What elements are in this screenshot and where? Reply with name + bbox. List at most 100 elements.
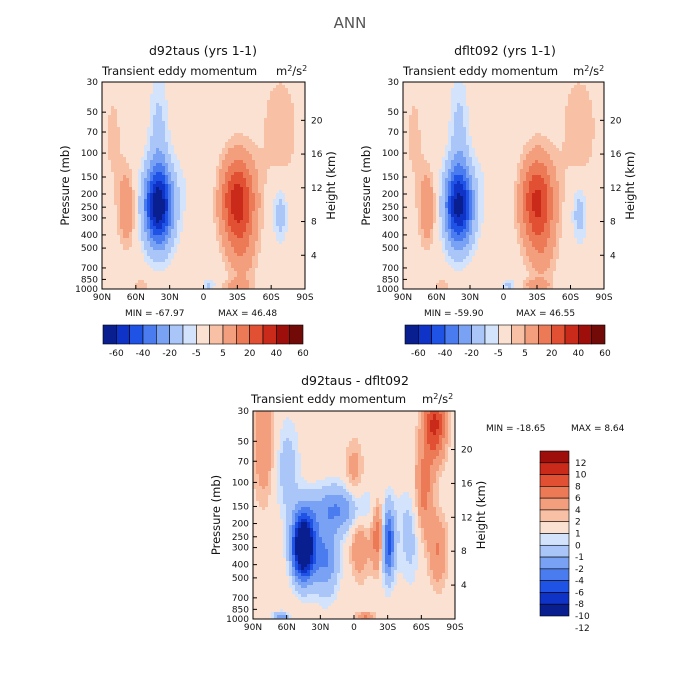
y-tick-label: 700 (382, 264, 399, 274)
y-tick-label: 30 (388, 78, 400, 88)
colorbar-label: 1 (575, 530, 581, 540)
colorbar-swatch (539, 603, 570, 617)
panel-subtitle: Transient eddy momentum (402, 64, 558, 78)
y-tick-label: 250 (232, 533, 249, 543)
y-tick-label: 30 (238, 407, 250, 417)
colorbar-label: -40 (438, 349, 453, 359)
y-tick-label: 50 (388, 108, 400, 118)
colorbar-swatch (458, 324, 472, 345)
colorbar-swatch (539, 533, 570, 546)
colorbar-swatch (539, 474, 570, 487)
figure-title: ANN (334, 14, 367, 32)
y2-tick-label: 20 (461, 446, 473, 456)
y-tick-label: 500 (81, 244, 98, 254)
y-tick-label: 850 (81, 275, 98, 285)
y-tick-label: 1000 (376, 285, 399, 295)
y-tick-label: 50 (87, 108, 99, 118)
x-tick-label: 30N (461, 293, 479, 303)
colorbar-swatch (498, 324, 512, 345)
y-tick-label: 1000 (75, 285, 98, 295)
y-tick-label: 700 (81, 264, 98, 274)
max-label: MAX = 46.48 (218, 309, 277, 319)
y-tick-label: 150 (232, 502, 249, 512)
y2-tick-label: 4 (461, 581, 467, 591)
y2-tick-label: 16 (461, 479, 473, 489)
colorbar-label: -2 (575, 565, 584, 575)
y-tick-label: 1000 (226, 615, 249, 625)
colorbar-label: 20 (244, 349, 256, 359)
y-tick-label: 400 (232, 561, 249, 571)
colorbar-label: 12 (575, 459, 586, 469)
colorbar-swatch (539, 509, 570, 523)
y2-axis-label: Height (km) (474, 481, 488, 550)
colorbar-label: 8 (575, 482, 581, 492)
x-tick-label: 60S (263, 293, 280, 303)
colorbar-swatch (538, 324, 552, 345)
colorbar-label: 4 (575, 506, 581, 516)
y2-tick-label: 8 (311, 218, 317, 228)
colorbar-swatch (404, 324, 419, 345)
units-label: m2/s2 (573, 64, 604, 78)
y2-tick-label: 16 (610, 150, 622, 160)
colorbar-swatch (116, 324, 130, 345)
y-tick-label: 300 (382, 214, 399, 224)
colorbar-label: 5 (220, 349, 226, 359)
field-cells (403, 82, 604, 289)
colorbar-swatch (262, 324, 277, 345)
colorbar-label: -5 (192, 349, 201, 359)
colorbar-label: 40 (271, 349, 283, 359)
colorbar-label: -10 (575, 612, 590, 622)
max-label: MAX = 46.55 (516, 309, 575, 319)
y-tick-label: 70 (87, 128, 99, 138)
units-label: m2/s2 (422, 392, 453, 406)
min-label: MIN = -59.90 (424, 309, 484, 319)
y2-tick-label: 8 (461, 547, 467, 557)
colorbar-swatch (169, 324, 184, 345)
y-tick-label: 500 (232, 574, 249, 584)
colorbar-swatch (539, 592, 570, 605)
y-tick-label: 150 (81, 173, 98, 183)
x-tick-label: 0 (351, 623, 357, 633)
colorbar-swatch (471, 324, 486, 345)
y2-tick-label: 4 (311, 251, 317, 261)
colorbar-label: 10 (575, 471, 587, 481)
panel-d92taus: d92taus (yrs 1-1) Transient eddy momentu… (58, 43, 338, 359)
colorbar-swatch (539, 462, 570, 475)
y-tick-label: 400 (81, 231, 98, 241)
y-tick-label: 300 (232, 544, 249, 554)
colorbar-label: -8 (575, 600, 584, 610)
y2-tick-label: 20 (610, 116, 622, 126)
y2-tick-label: 8 (610, 218, 616, 228)
max-label: MAX = 8.64 (571, 424, 625, 434)
y-tick-label: 700 (232, 594, 249, 604)
x-tick-label: 90N (394, 293, 412, 303)
colorbar-label: 60 (297, 349, 309, 359)
x-tick-label: 60N (127, 293, 145, 303)
colorbar-swatch (524, 324, 539, 345)
panel-title: d92taus - dflt092 (301, 373, 409, 388)
y-tick-label: 30 (87, 78, 99, 88)
colorbar-swatch (539, 544, 570, 558)
colorbar-label: -1 (575, 553, 584, 563)
colorbar-swatch (591, 324, 606, 345)
y-tick-label: 200 (81, 190, 98, 200)
y2-axis-label: Height (km) (623, 151, 637, 220)
units-label: m2/s2 (276, 64, 307, 78)
y2-tick-label: 12 (311, 184, 322, 194)
colorbar-label: -40 (136, 349, 151, 359)
min-label: MIN = -18.65 (486, 424, 545, 434)
colorbar-swatch (289, 324, 304, 345)
contour-plot: 90N 60N 30N 0 30S 60S 90S 30 50 70 100 150 200 250300… (209, 407, 488, 633)
min-label: MIN = -67.97 (125, 309, 184, 319)
colorbar-swatch (539, 521, 570, 534)
contour-plot: 90N 60N 30N 0 30S 60S 90S 30 50 70 100 150 200 250300… (359, 78, 637, 303)
y-tick-label: 200 (232, 520, 249, 530)
y-tick-label: 500 (382, 244, 399, 254)
x-tick-label: 30N (311, 623, 329, 633)
colorbar-label: 2 (575, 518, 581, 528)
panel-title: dflt092 (yrs 1-1) (454, 43, 556, 58)
colorbar-swatch (539, 450, 570, 464)
panel-difference: d92taus - dflt092 Transient eddy momentu… (209, 373, 625, 634)
colorbar-label: -60 (109, 349, 124, 359)
